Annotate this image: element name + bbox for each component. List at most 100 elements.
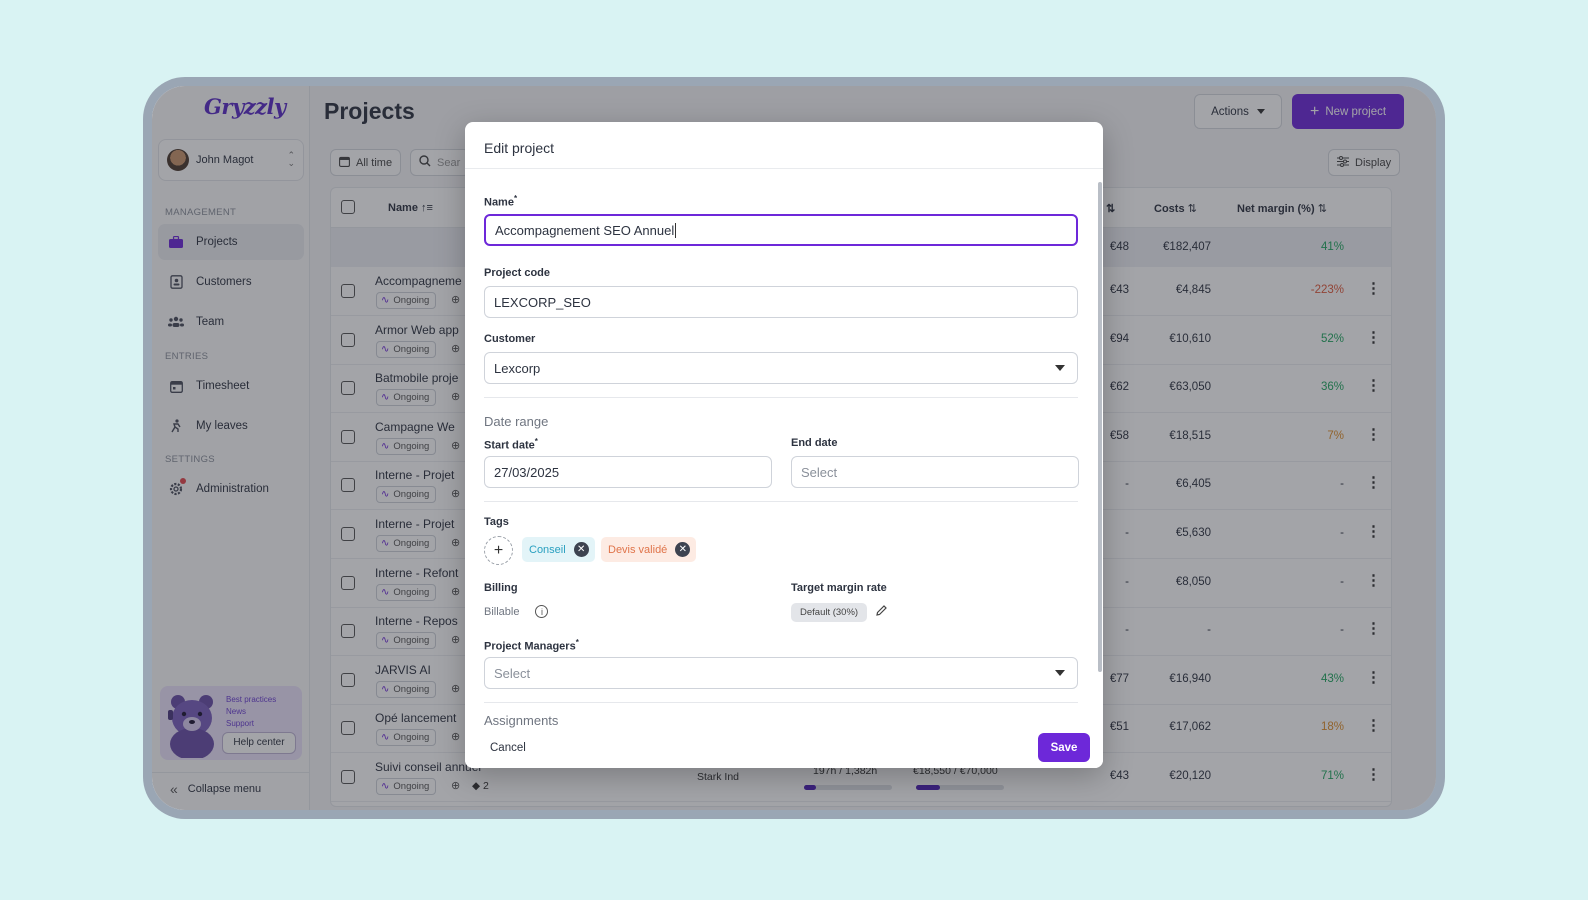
sort-icon: ⇅ xyxy=(1187,203,1197,215)
sidebar-item-projects[interactable]: Projects xyxy=(158,224,304,260)
actions-button[interactable]: Actions xyxy=(1194,94,1282,129)
project-managers-label-text: Project Managers xyxy=(484,640,576,653)
help-center-button[interactable]: Help center xyxy=(222,732,296,754)
kebab-menu-icon[interactable]: ⋮ xyxy=(1366,280,1381,297)
start-date-field[interactable]: 27/03/2025 xyxy=(484,456,772,488)
project-name: Campagne We xyxy=(375,419,455,434)
kebab-menu-icon[interactable]: ⋮ xyxy=(1366,425,1381,443)
kebab-menu-icon[interactable]: ⋮ xyxy=(1366,620,1381,638)
row-checkbox[interactable] xyxy=(341,284,355,298)
new-project-button[interactable]: + New project xyxy=(1292,94,1404,129)
calendar-icon xyxy=(339,156,350,170)
help-link-best-practices[interactable]: Best practices xyxy=(226,695,277,704)
collapse-menu-button[interactable]: « Collapse menu xyxy=(152,772,310,804)
kebab-menu-icon[interactable]: ⋮ xyxy=(1366,377,1381,395)
row-checkbox[interactable] xyxy=(341,381,355,396)
tags-label: Tags xyxy=(484,516,509,528)
kebab-menu-icon[interactable]: ⋮ xyxy=(1366,766,1381,783)
row-value: €43 xyxy=(1109,284,1129,296)
kebab-menu-icon[interactable]: ⋮ xyxy=(1366,571,1381,589)
save-button[interactable]: Save xyxy=(1038,733,1090,762)
globe-icon: ⊕ xyxy=(451,585,461,598)
info-icon[interactable]: i xyxy=(535,605,549,618)
search-input[interactable]: Sear xyxy=(410,149,470,176)
row-costs: €18,515 xyxy=(1169,429,1211,442)
row-checkbox[interactable] xyxy=(341,527,355,541)
sidebar-item-timesheet[interactable]: Timesheet xyxy=(158,368,304,404)
row-checkbox[interactable] xyxy=(341,721,355,736)
row-checkbox[interactable] xyxy=(341,478,355,493)
row-costs: €63,050 xyxy=(1169,381,1211,394)
sidebar-item-customers[interactable]: Customers xyxy=(158,264,304,300)
help-link-news[interactable]: News xyxy=(226,707,247,716)
modal-footer: Cancel Save xyxy=(465,729,1103,768)
divider xyxy=(484,397,1078,398)
modal-scrollbar[interactable] xyxy=(1098,182,1102,672)
customer-select[interactable]: Lexcorp xyxy=(484,352,1078,384)
column-costs[interactable]: Costs ⇅ xyxy=(1154,202,1197,215)
user-name: John Magot xyxy=(196,154,254,166)
row-checkbox[interactable] xyxy=(341,672,355,687)
sidebar-item-team[interactable]: Team xyxy=(158,304,304,340)
globe-icon: ⊕ xyxy=(451,342,461,355)
column-net-margin[interactable]: Net margin (%) ⇅ xyxy=(1237,202,1327,215)
remove-tag-icon[interactable]: ✕ xyxy=(675,542,691,557)
pulse-icon: ∿ xyxy=(381,635,390,647)
project-name: Accompagneme xyxy=(375,274,462,288)
project-code-field[interactable]: LEXCORP_SEO xyxy=(484,286,1078,318)
pulse-icon: ∿ xyxy=(381,489,390,501)
help-link-support[interactable]: Support xyxy=(226,719,255,728)
user-switcher[interactable]: John Magot ⌃ ⌄ xyxy=(158,139,304,181)
kebab-menu-icon[interactable]: ⋮ xyxy=(1366,474,1381,492)
sort-icon[interactable]: ⇅ xyxy=(1106,203,1116,215)
remove-tag-icon[interactable]: ✕ xyxy=(573,542,589,557)
row-checkbox[interactable] xyxy=(341,770,355,784)
gear-icon xyxy=(168,478,186,497)
add-tag-button[interactable]: + xyxy=(484,536,513,565)
row-margin: - xyxy=(1340,624,1344,637)
row-margin: 52% xyxy=(1320,332,1344,345)
time-progress-bar xyxy=(804,785,892,790)
status-label: Ongoing xyxy=(393,781,430,792)
column-name[interactable]: Name ↑≡ xyxy=(388,202,433,214)
row-value: - xyxy=(1125,624,1129,637)
billing-value-row: Billable i xyxy=(484,605,549,618)
customer-label: Customer xyxy=(484,333,536,345)
row-checkbox[interactable] xyxy=(341,332,355,347)
globe-icon: ⊕ xyxy=(451,682,461,695)
status-label: Ongoing xyxy=(393,635,430,647)
row-checkbox[interactable] xyxy=(341,429,355,444)
row-margin: 71% xyxy=(1320,770,1344,782)
row-margin: - xyxy=(1340,527,1344,539)
search-placeholder: Sear xyxy=(437,156,461,169)
kebab-menu-icon[interactable]: ⋮ xyxy=(1366,668,1381,686)
tag-label: Devis validé xyxy=(608,543,668,556)
kebab-menu-icon[interactable]: ⋮ xyxy=(1366,523,1381,540)
kebab-menu-icon[interactable]: ⋮ xyxy=(1366,717,1381,735)
billing-value: Billable xyxy=(484,605,520,618)
date-filter-chip[interactable]: All time xyxy=(330,149,402,176)
row-checkbox[interactable] xyxy=(341,575,355,590)
bear-mascot-icon xyxy=(168,695,214,758)
select-all-checkbox[interactable] xyxy=(341,200,355,214)
project-managers-select[interactable]: Select xyxy=(484,657,1078,689)
display-button[interactable]: Display xyxy=(1328,149,1401,176)
project-managers-placeholder: Select xyxy=(494,665,531,681)
sidebar-item-my-leaves[interactable]: My leaves xyxy=(158,408,304,444)
project-name: Batmobile proje xyxy=(375,371,459,386)
sidebar-item-label: My leaves xyxy=(196,420,248,432)
row-margin: 36% xyxy=(1320,381,1344,394)
name-field[interactable]: Accompagnement SEO Annuel xyxy=(484,214,1078,246)
kebab-menu-icon[interactable]: ⋮ xyxy=(1366,328,1381,346)
row-costs: €5,630 xyxy=(1175,527,1211,539)
pencil-icon[interactable] xyxy=(875,604,888,622)
table-row[interactable]: Suivi conseil annuel ∿ Ongoing ⊕ €43 €20,120 7… xyxy=(331,753,1391,802)
total-costs: €182,407 xyxy=(1163,241,1211,253)
sidebar-item-administration[interactable]: Administration xyxy=(158,471,304,507)
globe-icon: ⊕ xyxy=(451,391,461,404)
collapse-menu-label: Collapse menu xyxy=(187,782,262,795)
cancel-button[interactable]: Cancel xyxy=(490,742,526,754)
end-date-field[interactable]: Select xyxy=(791,456,1079,488)
row-checkbox[interactable] xyxy=(341,624,355,639)
status-badge: ∿ Ongoing xyxy=(376,729,437,747)
